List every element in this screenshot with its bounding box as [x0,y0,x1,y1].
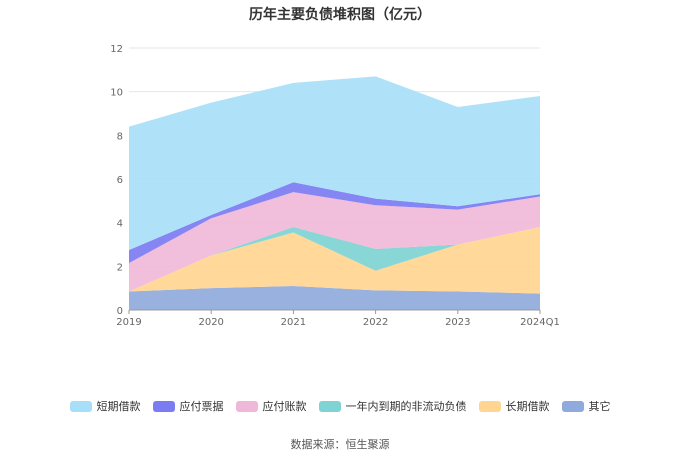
y-tick-label: 10 [110,88,123,99]
legend-label: 长期借款 [505,400,550,413]
area-series-0 [129,285,540,310]
chart-legend: 短期借款 应付票据 应付账款 一年内到期的非流动负债 长期借款 其它 [0,398,680,414]
chart-title: 历年主要负债堆积图（亿元） [249,7,431,23]
area-series-2 [129,227,540,292]
data-source: 数据来源：恒生聚源 [290,438,390,451]
legend-swatch [235,400,258,412]
legend-label: 一年内到期的非流动负债 [345,400,467,413]
x-tick-label: 2022 [363,317,388,328]
y-tick-label: 0 [117,306,123,317]
area-series-5 [129,76,540,250]
legend-swatch [478,400,501,412]
x-tick-label: 2024Q1 [520,317,560,328]
area-series-4 [129,182,540,264]
legend-item[interactable]: 一年内到期的非流动负债 [318,398,467,414]
y-tick-label: 4 [117,219,123,230]
y-tick-label: 12 [110,44,123,55]
legend-item[interactable]: 长期借款 [478,398,550,414]
legend-swatch [318,400,341,412]
legend-label: 应付票据 [179,400,224,413]
stacked-area-chart: 0 2 4 6 8 10 12 2019 2020 2021 2022 2023 2024Q1 [110,44,560,328]
y-tick-label: 6 [117,175,123,186]
legend-swatch [152,400,175,412]
x-tick-label: 2019 [116,317,141,328]
area-series-3 [129,192,540,292]
legend-item[interactable]: 应付账款 [235,398,307,414]
x-tick-label: 2021 [281,317,306,328]
area-series-1 [129,227,540,294]
x-tick-label: 2020 [198,317,223,328]
legend-item[interactable]: 短期借款 [69,398,141,414]
legend-label: 其它 [588,400,611,413]
y-tick-label: 2 [117,262,123,273]
legend-label: 应付账款 [262,400,307,413]
x-tick-label: 2023 [445,317,470,328]
legend-item[interactable]: 其它 [561,398,611,414]
legend-item[interactable]: 应付票据 [152,398,224,414]
y-tick-label: 8 [117,131,123,142]
legend-label: 短期借款 [96,400,141,413]
legend-swatch [561,400,584,412]
legend-swatch [69,400,92,412]
